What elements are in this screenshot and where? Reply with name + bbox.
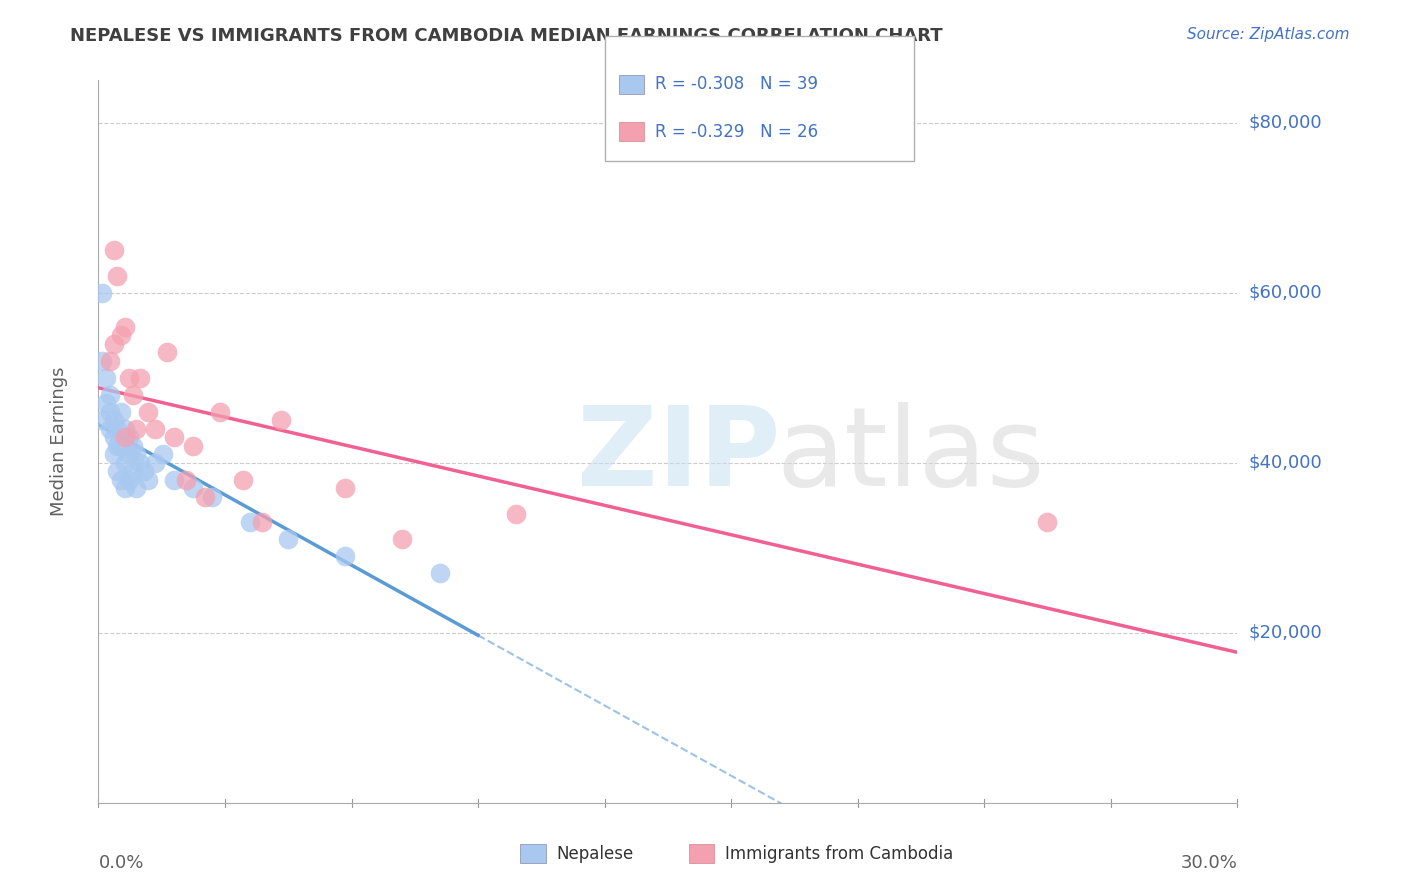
- Point: [125, 422, 148, 436]
- Point: [129, 371, 152, 385]
- Point: [118, 430, 141, 444]
- Point: [183, 439, 205, 453]
- Point: [107, 439, 129, 453]
- Point: [98, 405, 121, 419]
- Point: [183, 481, 205, 495]
- Point: [114, 456, 136, 470]
- Point: [121, 464, 143, 478]
- Point: [121, 439, 143, 453]
- Point: [163, 473, 186, 487]
- Text: ZIP: ZIP: [576, 402, 780, 509]
- Point: [132, 464, 155, 478]
- Point: [103, 413, 125, 427]
- Point: [98, 353, 121, 368]
- Point: [110, 439, 132, 453]
- Point: [103, 447, 125, 461]
- Text: Immigrants from Cambodia: Immigrants from Cambodia: [725, 845, 953, 863]
- Point: [136, 405, 159, 419]
- Point: [98, 388, 121, 402]
- Text: 0.0%: 0.0%: [98, 854, 143, 871]
- Text: R = -0.308   N = 39: R = -0.308 N = 39: [655, 75, 818, 94]
- Text: Source: ZipAtlas.com: Source: ZipAtlas.com: [1187, 27, 1350, 42]
- Point: [103, 336, 125, 351]
- Point: [277, 533, 299, 547]
- Point: [107, 422, 129, 436]
- Point: [1036, 516, 1059, 530]
- Text: atlas: atlas: [776, 402, 1045, 509]
- Text: Median Earnings: Median Earnings: [49, 367, 67, 516]
- Point: [94, 371, 117, 385]
- Point: [129, 456, 152, 470]
- Text: $60,000: $60,000: [1249, 284, 1322, 301]
- Point: [98, 422, 121, 436]
- Text: Nepalese: Nepalese: [557, 845, 634, 863]
- Point: [110, 328, 132, 343]
- Point: [110, 405, 132, 419]
- Text: R = -0.329   N = 26: R = -0.329 N = 26: [655, 122, 818, 141]
- Point: [145, 422, 167, 436]
- Point: [335, 549, 357, 564]
- Point: [125, 447, 148, 461]
- Point: [103, 430, 125, 444]
- Point: [208, 405, 231, 419]
- Point: [107, 464, 129, 478]
- Point: [118, 447, 141, 461]
- Point: [145, 456, 167, 470]
- Point: [505, 507, 527, 521]
- Point: [110, 473, 132, 487]
- Text: NEPALESE VS IMMIGRANTS FROM CAMBODIA MEDIAN EARNINGS CORRELATION CHART: NEPALESE VS IMMIGRANTS FROM CAMBODIA MED…: [70, 27, 943, 45]
- Point: [94, 396, 117, 410]
- Point: [121, 388, 143, 402]
- Text: $80,000: $80,000: [1249, 114, 1322, 132]
- Point: [270, 413, 292, 427]
- Point: [125, 481, 148, 495]
- Text: $40,000: $40,000: [1249, 454, 1323, 472]
- Point: [91, 353, 114, 368]
- Point: [194, 490, 217, 504]
- Point: [114, 430, 136, 444]
- Point: [114, 319, 136, 334]
- Point: [391, 533, 413, 547]
- Point: [114, 481, 136, 495]
- Point: [239, 516, 262, 530]
- Point: [118, 371, 141, 385]
- Point: [174, 473, 197, 487]
- Point: [114, 422, 136, 436]
- Point: [91, 413, 114, 427]
- Point: [103, 244, 125, 258]
- Point: [156, 345, 179, 359]
- Point: [136, 473, 159, 487]
- Point: [429, 566, 451, 581]
- Point: [152, 447, 174, 461]
- Text: $20,000: $20,000: [1249, 624, 1323, 642]
- Point: [91, 285, 114, 300]
- Text: 30.0%: 30.0%: [1181, 854, 1237, 871]
- Point: [107, 268, 129, 283]
- Point: [335, 481, 357, 495]
- Point: [250, 516, 273, 530]
- Point: [163, 430, 186, 444]
- Point: [118, 473, 141, 487]
- Point: [232, 473, 254, 487]
- Point: [201, 490, 224, 504]
